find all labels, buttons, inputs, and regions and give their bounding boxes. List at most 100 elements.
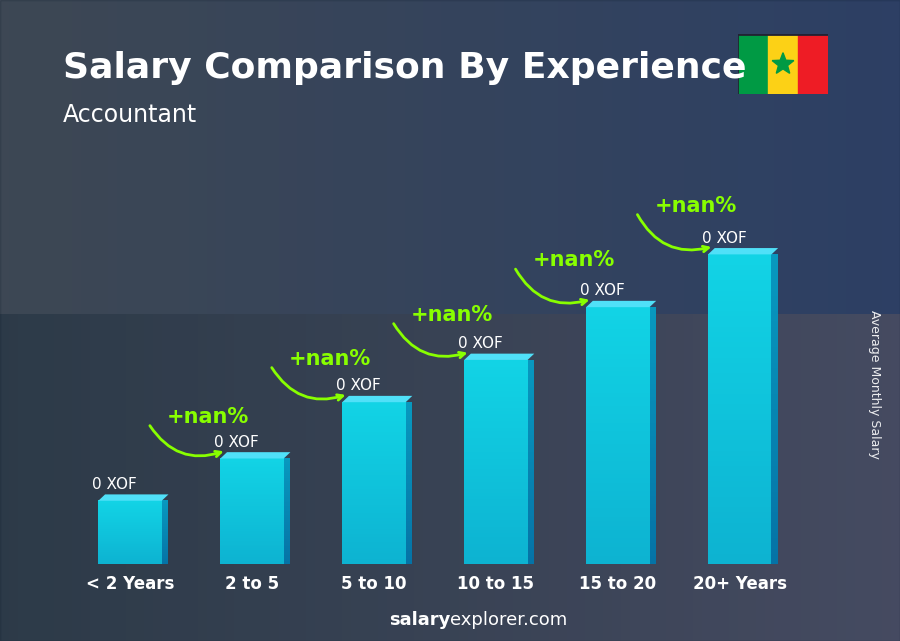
Bar [162,533,168,535]
Bar [98,517,162,519]
Bar [708,296,771,301]
Bar [527,428,535,431]
Text: explorer.com: explorer.com [450,611,567,629]
Bar [98,519,162,520]
Bar [342,558,406,562]
Bar [527,472,535,476]
Bar [220,534,284,536]
Bar [464,475,527,479]
Bar [586,551,650,556]
Bar [406,545,412,548]
Bar [464,387,527,390]
Bar [464,455,527,458]
Bar [586,508,650,513]
Bar [464,421,527,424]
Bar [464,424,527,428]
Bar [284,537,291,540]
Bar [406,510,412,513]
Bar [98,540,162,542]
Bar [650,337,656,342]
Bar [162,556,168,558]
Bar [708,492,771,497]
Bar [527,503,535,506]
Bar [284,458,291,460]
Bar [586,328,650,333]
Bar [342,496,406,499]
Bar [771,362,778,368]
Bar [771,528,778,533]
Bar [464,560,527,564]
Bar [708,440,771,445]
Bar [464,482,527,486]
Bar [406,537,412,540]
Bar [406,469,412,472]
Bar [406,515,412,518]
Bar [98,545,162,546]
Bar [98,524,162,525]
Bar [98,522,162,523]
Bar [98,514,162,515]
Bar [586,435,650,440]
Bar [708,533,771,538]
Bar [771,311,778,316]
Bar [98,562,162,563]
Bar [464,479,527,483]
Bar [708,331,771,337]
Bar [284,485,291,487]
Bar [650,422,656,427]
Bar [220,558,284,561]
Bar [284,470,291,472]
Bar [527,383,535,387]
Bar [527,519,535,523]
Bar [464,540,527,544]
Bar [650,307,656,312]
Bar [771,424,778,430]
Bar [650,499,656,504]
Bar [527,499,535,503]
Bar [650,349,656,354]
Bar [464,519,527,523]
Bar [527,421,535,424]
Bar [708,435,771,440]
Bar [98,528,162,529]
Bar [708,316,771,322]
Bar [771,476,778,481]
Bar [771,388,778,394]
Bar [650,427,656,431]
Bar [284,502,291,504]
Bar [771,264,778,270]
Bar [768,34,798,94]
Bar [284,462,291,464]
Bar [771,367,778,373]
Bar [708,424,771,430]
Bar [406,529,412,531]
Polygon shape [342,396,412,402]
Bar [586,525,650,530]
Bar [342,429,406,432]
Bar [406,502,412,504]
Bar [284,501,291,503]
Bar [650,320,656,324]
Bar [650,508,656,513]
Bar [527,462,535,465]
Bar [650,560,656,564]
Bar [464,411,527,414]
Bar [284,555,291,557]
Bar [771,254,778,260]
Bar [98,537,162,538]
Bar [586,465,650,470]
Bar [586,499,650,504]
Bar [284,490,291,492]
Bar [798,34,828,94]
Bar [98,561,162,562]
Bar [284,556,291,559]
Bar [586,401,650,406]
Bar [220,509,284,512]
Text: 0 XOF: 0 XOF [214,435,259,450]
Text: +nan%: +nan% [166,407,249,427]
Bar [220,463,284,465]
Bar [220,508,284,510]
Bar [527,417,535,421]
Bar [586,388,650,393]
Bar [650,512,656,517]
